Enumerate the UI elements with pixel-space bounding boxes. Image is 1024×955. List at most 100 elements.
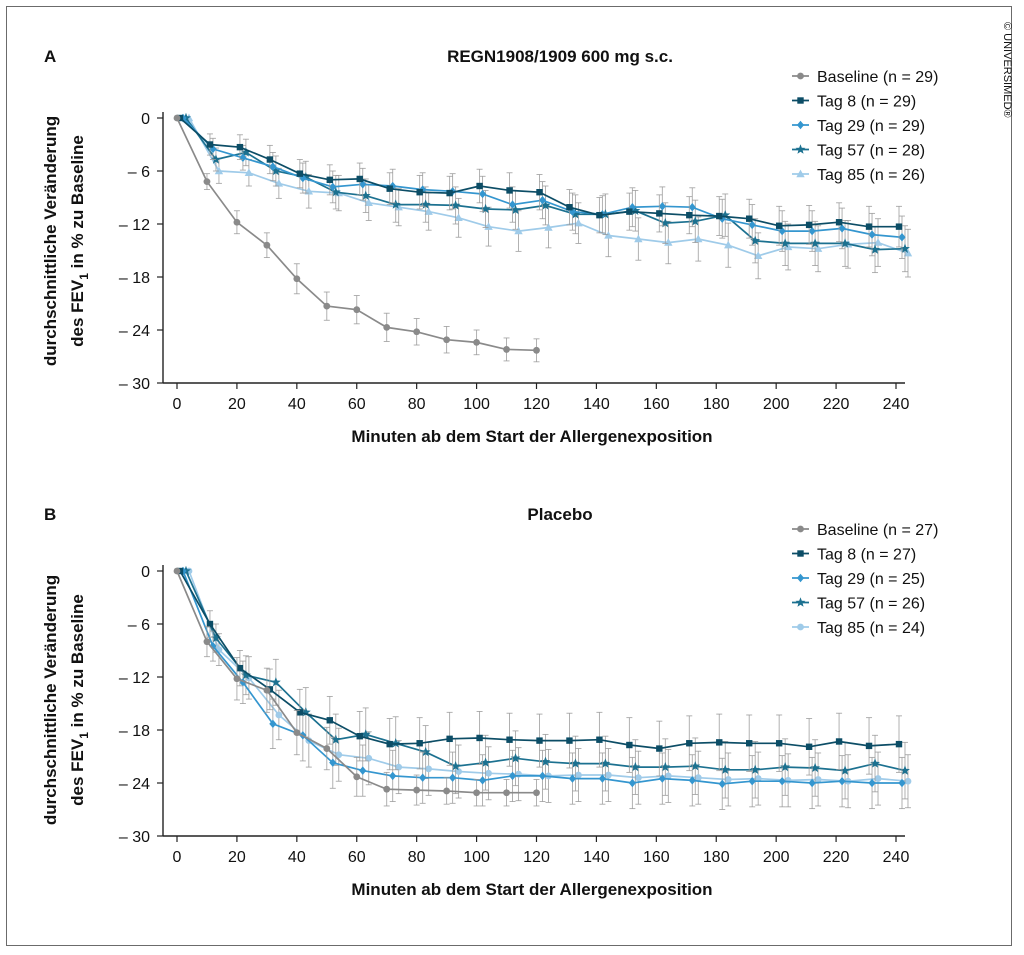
panel-b-data-point-tag29 xyxy=(688,776,696,785)
panel-a-title: REGN1908/1909 600 mg s.c. xyxy=(447,47,673,66)
panel-b-data-point-tag29 xyxy=(748,777,756,786)
panel-a-data-point-tag29 xyxy=(269,162,277,171)
panel-a-data-point-tag29 xyxy=(658,202,666,211)
panel-a-data-point-tag8 xyxy=(296,170,304,177)
panel-a-data-point-tag85 xyxy=(274,178,284,187)
panel-a-data-point-tag57 xyxy=(630,205,641,215)
panel-a-data-point-baseline xyxy=(413,328,421,336)
panel-b-data-point-tag29 xyxy=(269,719,277,729)
panel-b-legend-label: Tag 29 (n = 25) xyxy=(817,571,925,588)
panel-a-data-point-baseline xyxy=(323,302,331,310)
panel-a-data-point-tag29 xyxy=(748,220,756,230)
panel-a-legend-label: Tag 8 (n = 29) xyxy=(817,94,916,111)
panel-a-data-point-tag57 xyxy=(540,200,551,210)
panel-b-data-point-baseline xyxy=(263,686,271,694)
panel-a-data-point-tag57 xyxy=(720,209,731,220)
panel-a-x-tick-label: 240 xyxy=(883,396,910,413)
panel-b-data-point-tag85 xyxy=(425,765,433,773)
panel-a-data-point-tag8 xyxy=(386,185,393,192)
panel-a-data-point-tag57 xyxy=(660,217,671,228)
panel-b-y-tick-label: 0 xyxy=(141,564,150,581)
panel-a-data-point-baseline xyxy=(233,218,241,226)
panel-b-data-point-tag29 xyxy=(598,774,607,783)
panel-b-legend: Baseline (n = 27) Tag 8 (n = 27) Tag 29 (n… xyxy=(792,522,938,637)
panel-b-data-point-tag29 xyxy=(898,778,906,788)
panel-a-data-point-baseline xyxy=(383,323,391,331)
panel-b-data-point-tag8 xyxy=(626,741,633,749)
panel-a-data-point-tag57 xyxy=(420,199,431,209)
panel-a-x-tick-label: 0 xyxy=(173,396,182,413)
panel-b-data-point-tag8 xyxy=(566,737,573,744)
panel-a-legend-swatch-marker xyxy=(797,97,804,104)
panel-a-x-tick-label: 40 xyxy=(288,396,306,413)
panel-b-data-point-baseline xyxy=(293,729,301,737)
panel-a-data-point-tag85 xyxy=(903,248,913,257)
panel-a-legend-item: Baseline (n = 29) xyxy=(792,69,938,86)
panel-b-data-point-tag85 xyxy=(904,777,912,785)
panel-a-legend-label: Baseline (n = 29) xyxy=(817,69,938,86)
panel-a-y-axis-title-line2: des FEV1 in % zu Baseline xyxy=(68,135,91,347)
panel-b-data-point-tag57 xyxy=(450,761,461,771)
panel-a-data-point-tag8 xyxy=(865,223,873,230)
panel-b-title: Placebo xyxy=(527,505,592,524)
panel-a-data-point-tag85 xyxy=(724,240,733,249)
panel-b-legend-item: Baseline (n = 27) xyxy=(792,522,938,539)
panel-b-data-point-tag57 xyxy=(840,765,851,775)
panel-a-data-point-tag29 xyxy=(838,224,846,233)
panel-a-data-point-tag8 xyxy=(746,215,753,222)
panel-b-data-point-tag8 xyxy=(386,740,393,748)
panel-b-data-point-tag8 xyxy=(895,740,903,748)
panel-a-data-point-tag85 xyxy=(514,226,523,235)
panel-b-data-point-tag8 xyxy=(686,740,693,747)
panel-b-data-point-tag29 xyxy=(538,771,547,781)
panel-b-data-point-baseline xyxy=(173,567,181,575)
panel-a-data-point-baseline xyxy=(203,178,211,186)
panel-b-data-point-baseline xyxy=(383,785,391,793)
panel-a-legend-item: Tag 29 (n = 29) xyxy=(792,118,925,135)
panel-b-x-tick-label: 180 xyxy=(703,849,730,866)
panel-b-y-tick-label: – 30 xyxy=(119,829,150,846)
panel-a-data-point-tag85 xyxy=(364,198,373,206)
panel-a-series-line-tag29 xyxy=(182,117,903,239)
panel-a-data-point-tag57 xyxy=(240,147,251,157)
panel-a-data-point-tag57 xyxy=(300,171,311,182)
panel-a-data-point-tag29 xyxy=(508,200,517,209)
panel-a-x-tick-label: 80 xyxy=(408,396,426,413)
panel-a-data-point-tag57 xyxy=(900,243,910,253)
panel-a-data-point-tag85 xyxy=(574,218,583,227)
panel-b-data-point-tag57 xyxy=(330,734,341,744)
panel-a-x-tick-label: 20 xyxy=(228,396,246,413)
panel-b-axes: 0 20 40 60 80 100 120 140 160 180 200 220 240 0 – 6 – 1… xyxy=(119,564,910,866)
panel-a-data-point-tag57 xyxy=(480,203,491,214)
panel-b-data-point-tag29 xyxy=(568,774,577,783)
panel-b-y-tick-label: – 18 xyxy=(119,723,150,740)
panel-b-legend-swatch-marker xyxy=(796,573,805,583)
panel-a-data-point-tag57 xyxy=(840,238,851,248)
panel-a-series-tag85 xyxy=(184,113,913,280)
panel-b-data-point-tag8 xyxy=(835,738,843,745)
panel-b-legend-item: Tag 57 (n = 26) xyxy=(792,596,925,613)
panel-b-data-point-baseline xyxy=(233,675,241,683)
panel-a-data-point-tag29 xyxy=(359,180,367,189)
panel-b-data-point-tag57 xyxy=(870,758,880,768)
panel-b-data-point-tag57 xyxy=(900,765,910,775)
panel-b-data-point-tag8 xyxy=(506,736,513,743)
panel-a-data-point-baseline xyxy=(263,241,271,249)
panel-b-y-tick-label: – 6 xyxy=(128,617,150,634)
panel-b-data-point-tag8 xyxy=(296,709,304,716)
panel-a-data-point-tag57 xyxy=(211,154,221,164)
panel-b-data-point-tag85 xyxy=(485,769,492,777)
panel-a-x-tick-label: 120 xyxy=(523,396,550,413)
panel-b-legend-label: Tag 85 (n = 24) xyxy=(817,620,925,637)
panel-b-data-point-tag57 xyxy=(420,746,431,757)
panel-a-data-point-tag57 xyxy=(570,209,581,219)
panel-a-x-tick-label: 160 xyxy=(643,396,670,413)
panel-b-data-point-tag57 xyxy=(780,761,791,772)
panel-b-y-axis-title-line2-sub: 1 xyxy=(77,732,91,739)
panel-b-legend-swatch-marker xyxy=(795,597,806,607)
panel-a-series-tag57 xyxy=(181,112,910,274)
panel-a-letter: A xyxy=(44,47,56,66)
panel-b-data-point-tag85 xyxy=(395,763,403,771)
panel-b-data-point-tag29 xyxy=(419,773,427,782)
